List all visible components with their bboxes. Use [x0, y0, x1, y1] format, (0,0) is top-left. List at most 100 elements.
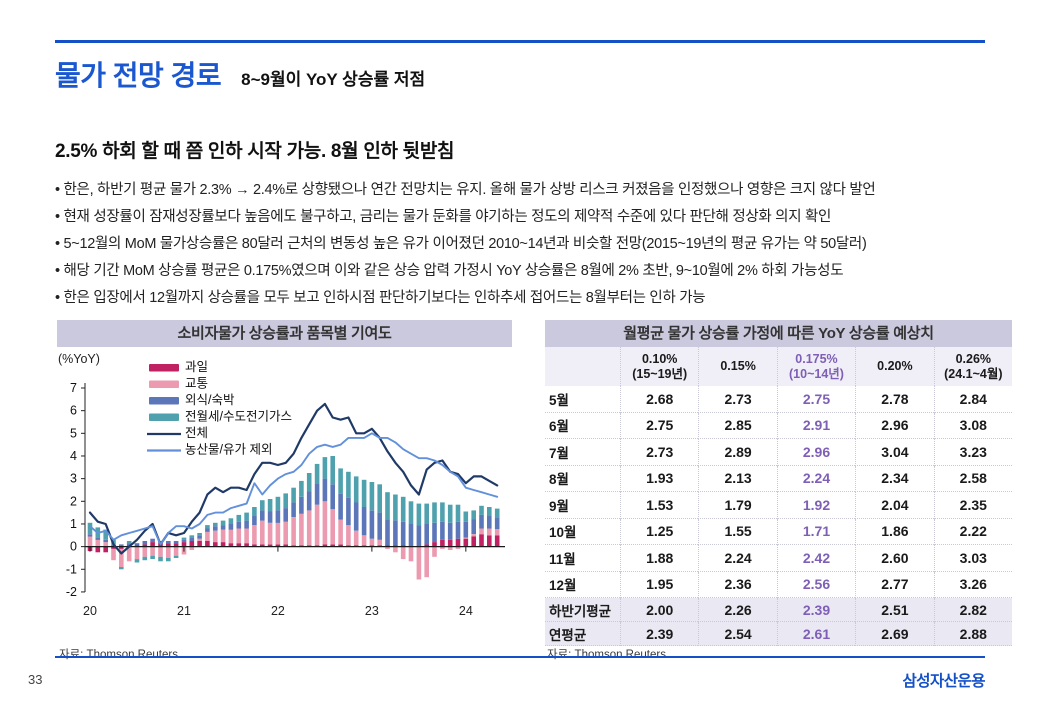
bar-segment	[213, 542, 218, 547]
bar-segment	[487, 535, 492, 547]
row-label-cell: 연평균	[545, 622, 620, 646]
table-value-cell: 2.54	[698, 622, 777, 646]
row-label-cell: 6월	[545, 413, 620, 439]
column-header-line2: (24.1~4월)	[944, 366, 1003, 381]
table-value-cell: 2.96	[855, 412, 934, 439]
column-header-line1: 0.26%	[955, 351, 992, 366]
bar-segment	[283, 493, 288, 509]
bar-segment	[322, 544, 328, 547]
bar-segment	[416, 503, 422, 526]
yoy-projection-table: 0.10% (15~19년) 0.15% 0.175% (10~14년) 0.20% 0.2…	[545, 347, 1012, 646]
bar-segment	[440, 502, 445, 522]
bar-segment	[205, 528, 210, 532]
bar-segment	[487, 516, 492, 529]
bar-segment	[236, 543, 242, 547]
bar-segment	[455, 521, 461, 539]
bar-segment	[228, 524, 234, 530]
bar-segment	[353, 476, 359, 503]
top-rule	[55, 40, 985, 43]
bullet-item: 현재 성장률이 잠재성장률보다 높음에도 불구하고, 금리는 물가 둔화를 야기…	[55, 204, 990, 231]
bar-segment	[236, 514, 242, 522]
table-value-cell: 1.93	[620, 465, 699, 492]
bar-segment	[393, 520, 398, 546]
bar-segment	[471, 536, 476, 547]
table-source: 자료: Thomson Reuters	[547, 649, 666, 661]
bar-segment	[267, 522, 273, 545]
table-row: 연평균 2.39 2.54 2.61 2.69 2.88	[545, 622, 1012, 646]
bar-segment	[213, 526, 218, 531]
table-value-cell: 1.25	[620, 518, 699, 545]
table-value-cell: 2.51	[855, 598, 934, 622]
bar-segment	[103, 542, 108, 547]
table-value-cell: 1.95	[620, 571, 699, 598]
bar-segment	[244, 520, 249, 529]
bar-segment	[119, 546, 124, 549]
bar-segment	[306, 510, 312, 546]
table-value-cell: 1.53	[620, 492, 699, 519]
bar-segment	[416, 546, 422, 580]
bar-segment	[447, 546, 453, 550]
column-header-line2: (10~14년)	[789, 366, 844, 381]
table-value-cell: 1.55	[698, 518, 777, 545]
bullet-item: 한은, 하반기 평균 물가 2.3% → 2.4%로 상향됐으나 연간 전망치는…	[55, 177, 990, 204]
table-value-cell: 1.86	[855, 518, 934, 545]
bar-segment	[346, 497, 351, 526]
table-value-cell: 2.85	[698, 412, 777, 439]
bar-segment	[95, 539, 101, 547]
bar-segment	[322, 457, 328, 479]
table-value-cell: 2.82	[933, 598, 1012, 622]
bar-segment	[424, 524, 429, 545]
bar-segment	[103, 546, 108, 553]
table-value-cell: 2.69	[855, 622, 934, 646]
row-label-cell: 5월	[545, 386, 620, 413]
bar-segment	[393, 546, 398, 553]
table-row: 10월 1.25 1.55 1.71 1.86 2.22	[545, 518, 1012, 545]
bar-segment	[142, 544, 148, 547]
legend-label: 전체	[185, 426, 208, 440]
bar-segment	[197, 538, 202, 541]
bar-segment	[134, 559, 140, 563]
bar-segment	[299, 513, 304, 546]
bar-segment	[166, 546, 171, 558]
bar-segment	[252, 516, 257, 526]
bar-segment	[479, 534, 484, 547]
table-value-cell: 3.08	[933, 412, 1012, 439]
bar-segment	[346, 471, 351, 498]
bar-segment	[424, 503, 429, 524]
bar-segment	[408, 524, 414, 547]
table-value-cell: 2.75	[620, 412, 699, 439]
bar-segment	[393, 494, 398, 521]
bar-segment	[87, 522, 93, 535]
bar-segment	[150, 555, 155, 560]
table-corner-cell	[545, 347, 620, 386]
bar-segment	[181, 539, 187, 543]
y-tick-label: 3	[70, 472, 77, 486]
table-value-cell: 2.26	[698, 598, 777, 622]
bar-segment	[463, 521, 469, 538]
table-value-cell: 2.42	[776, 545, 856, 572]
bar-segment	[189, 546, 195, 550]
y-tick-label: 0	[70, 540, 77, 554]
legend-label: 과일	[185, 360, 208, 374]
bar-segment	[275, 544, 281, 547]
bar-segment	[95, 546, 101, 553]
column-header-line2: (15~19년)	[632, 366, 688, 381]
bar-segment	[103, 539, 108, 543]
bar-segment	[150, 538, 155, 543]
bar-segment	[306, 473, 312, 492]
bar-segment	[189, 537, 195, 541]
bar-segment	[260, 520, 265, 545]
y-tick-label: 6	[70, 404, 77, 418]
bar-segment	[471, 510, 476, 520]
bar-segment	[220, 529, 226, 543]
bar-segment	[306, 491, 312, 511]
bullet-item: 한은 입장에서 12월까지 상승률을 모두 보고 인하시점 판단하기보다는 인하…	[55, 285, 990, 312]
bar-segment	[189, 541, 195, 547]
bar-segment	[494, 517, 500, 529]
bar-segment	[369, 482, 375, 511]
bar-segment	[267, 544, 273, 547]
bullet-item: 해당 기간 MoM 상승률 평균은 0.175%였으며 이와 같은 상승 압력 …	[55, 258, 990, 285]
table-value-cell: 3.03	[933, 545, 1012, 572]
bar-segment	[244, 528, 249, 544]
bar-segment	[150, 542, 155, 547]
